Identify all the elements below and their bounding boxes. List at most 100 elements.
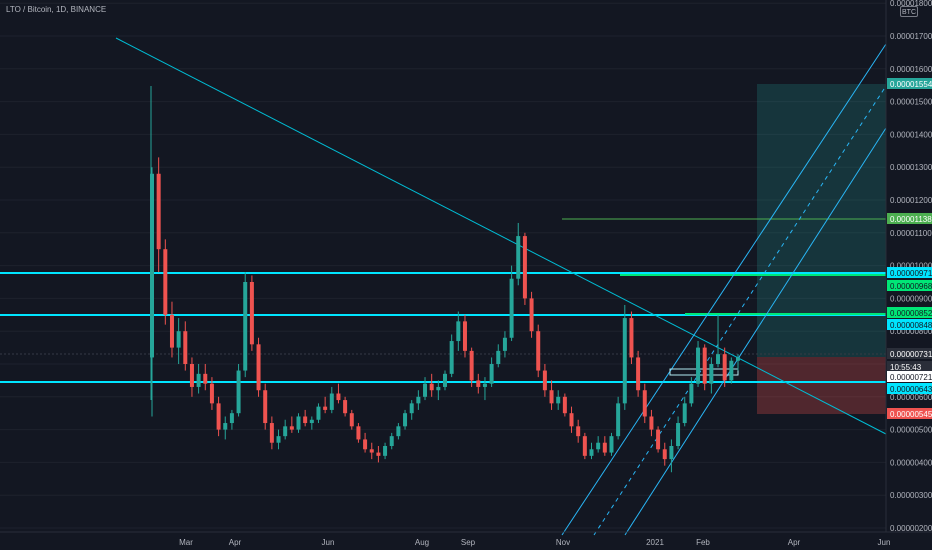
candle-body (183, 331, 188, 364)
price-tag-label: 0.00000848 (890, 321, 932, 330)
price-tag-bg (887, 280, 932, 291)
candle-body (476, 380, 481, 387)
candle-body (516, 236, 521, 279)
candle-body (489, 364, 494, 384)
candle-body (249, 282, 254, 345)
candle-body (536, 331, 541, 371)
channel-lower-line (624, 127, 887, 536)
candle-body (323, 406, 328, 410)
price-tick-label: 0.00000300 (890, 491, 932, 500)
candle-body (709, 364, 714, 384)
price-tick-label: 0.00001700 (890, 32, 932, 41)
price-tag-label: 0.00001138 (890, 215, 932, 224)
candle-body (562, 396, 567, 414)
time-tick-label: Mar (179, 538, 193, 547)
time-tick-label: Feb (696, 538, 710, 547)
candle-body (656, 429, 661, 450)
candle-body (209, 383, 214, 404)
time-tick-label: 2021 (646, 538, 664, 547)
price-tag-label: 0.00001554 (890, 80, 932, 89)
candle-body (329, 393, 334, 410)
candle-body (529, 298, 534, 332)
candle-body (150, 173, 154, 358)
candle-body (502, 337, 507, 351)
price-tag-bg (887, 213, 932, 224)
price-tag-label: 0.00000968 (890, 282, 932, 291)
candle-body (622, 318, 627, 404)
price-tag-label: 0.00000545 (890, 410, 932, 419)
candle-body (283, 426, 288, 437)
candle-body (676, 423, 681, 446)
candle-body (616, 403, 621, 437)
candle-body (549, 390, 554, 404)
candle-body (343, 400, 348, 414)
candle-body (522, 236, 527, 299)
time-tick-label: Jun (322, 538, 335, 547)
candle-body (269, 423, 274, 443)
price-tag-bg (887, 383, 932, 394)
candle-body (636, 357, 641, 391)
price-tick-label: 0.00000400 (890, 458, 932, 467)
candle-body (443, 373, 447, 387)
price-tick-label: 0.00000600 (890, 393, 932, 402)
candle-body (509, 278, 514, 338)
price-tick-label: 0.00000200 (890, 524, 932, 533)
time-axis-labels: Mar Apr Jun Aug Sep Nov 2021 Feb Apr Jun (179, 538, 890, 547)
candle-body (696, 347, 701, 384)
candle-body (396, 426, 401, 437)
candle-body (436, 386, 441, 391)
candle-body (356, 426, 361, 440)
candle-body (316, 406, 321, 420)
candle-body (682, 403, 687, 424)
price-tags: 0.00001554 0.00001138 0.00000971 0.00000968… (887, 78, 932, 419)
price-tick-label: 0.00000900 (890, 294, 932, 303)
candle-body (376, 452, 381, 456)
candle-body (303, 416, 308, 424)
time-tick-label: Apr (229, 538, 242, 547)
candle-body (649, 416, 654, 430)
candles (150, 157, 740, 473)
time-tick-label: Jun (878, 538, 891, 547)
currency-button[interactable]: BTC (900, 6, 918, 17)
candle-body (423, 383, 428, 397)
candle-body (602, 442, 607, 453)
price-tag-bg (887, 267, 932, 278)
candle-body (389, 436, 394, 446)
candle-body (383, 446, 388, 456)
candle-body (456, 321, 461, 342)
candle-body (582, 436, 587, 456)
grid-lines (0, 2, 886, 529)
candle-body (496, 350, 501, 364)
time-tick-label: Apr (788, 538, 801, 547)
candle-body (669, 446, 674, 460)
candle-body (416, 396, 421, 404)
candle-body (462, 321, 467, 351)
candle-body (203, 373, 208, 384)
price-tag-bg (887, 408, 932, 419)
price-tick-label: 0.00001500 (890, 98, 932, 107)
candle-body (256, 344, 261, 391)
candle-body (289, 426, 294, 430)
price-tag-label: 0.00000643 (890, 385, 932, 394)
time-tick-label: Aug (415, 538, 429, 547)
candle-body (216, 403, 221, 430)
candle-body (449, 341, 454, 374)
candle-body (176, 331, 181, 348)
price-tick-label: 0.00001400 (890, 130, 932, 139)
candle-body (169, 314, 174, 348)
candle-body (189, 364, 194, 387)
price-tick-label: 0.00001300 (890, 163, 932, 172)
candle-body (729, 360, 734, 381)
candle-body (596, 442, 601, 450)
candle-body (469, 350, 474, 381)
price-tag-label: 0.00000971 (890, 269, 932, 278)
price-tick-label: 0.00001200 (890, 196, 932, 205)
price-tick-label: 0.00001600 (890, 65, 932, 74)
candle-body (569, 413, 574, 427)
price-tag-label: 0.00000721 (890, 373, 932, 382)
candle-body (263, 390, 268, 424)
price-tag-bg (887, 319, 932, 330)
candle-body (349, 413, 354, 427)
